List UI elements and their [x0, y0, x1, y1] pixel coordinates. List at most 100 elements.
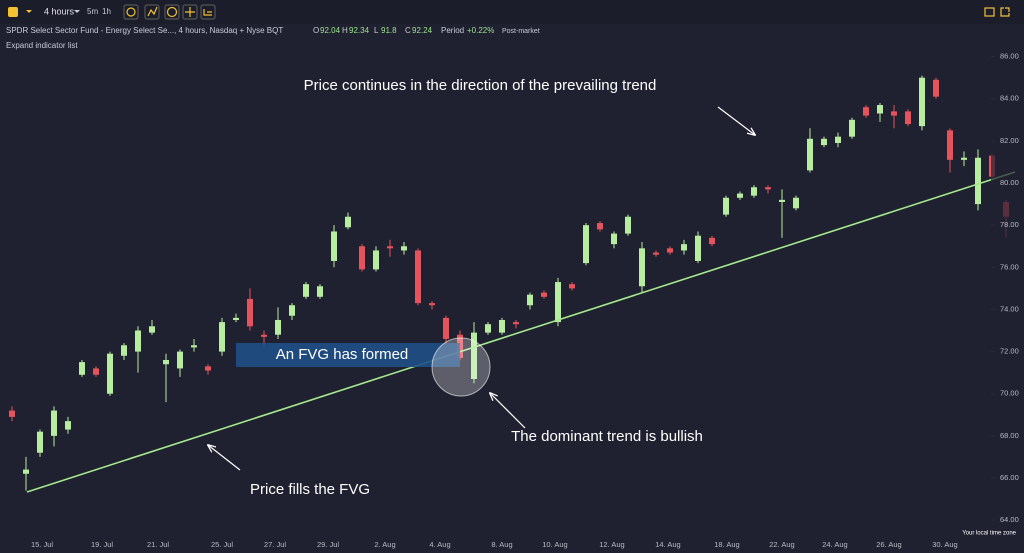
candle-body — [205, 366, 211, 371]
candle-body — [527, 294, 533, 306]
candle-body — [779, 199, 785, 202]
candle-body — [695, 235, 701, 261]
candle-body — [23, 469, 29, 474]
x-tick-label: 25. Jul — [211, 540, 233, 549]
y-tick-label: 86.00 — [1000, 52, 1019, 61]
x-tick-label: 14. Aug — [655, 540, 680, 549]
x-tick-label: 22. Aug — [769, 540, 794, 549]
settings-button[interactable] — [200, 4, 216, 20]
candle-body — [611, 233, 617, 245]
draw-icon — [147, 6, 158, 17]
candle-body — [401, 246, 407, 251]
candle-body — [947, 130, 953, 160]
y-tick-label: 84.00 — [1000, 94, 1019, 103]
candle-body — [149, 326, 155, 333]
candle-body — [443, 317, 449, 339]
candle-body — [541, 292, 547, 297]
camera-button[interactable] — [984, 7, 995, 17]
candle-body — [723, 197, 729, 215]
x-tick-label: 8. Aug — [491, 540, 512, 549]
x-tick-label: 4. Aug — [429, 540, 450, 549]
highlight-circle — [431, 337, 491, 397]
candle-body — [709, 237, 715, 245]
arrow — [717, 106, 755, 135]
draw-button[interactable] — [144, 4, 160, 20]
candle-body — [233, 317, 239, 320]
candle-body — [121, 345, 127, 356]
compare-button[interactable] — [182, 4, 198, 20]
quick-interval[interactable]: 1h — [102, 7, 111, 16]
ohlc-value: 91.8 — [381, 26, 397, 35]
candle-body — [65, 421, 71, 430]
period-value: +0.22% — [467, 26, 494, 35]
x-tick-label: 2. Aug — [374, 540, 395, 549]
x-tick-label: 26. Aug — [876, 540, 901, 549]
interval-button[interactable]: 4 hours — [44, 6, 75, 16]
compare-icon — [185, 7, 195, 17]
candle-body — [37, 431, 43, 453]
candle-body — [359, 246, 365, 270]
x-tick-label: 15. Jul — [31, 540, 53, 549]
quick-interval[interactable]: 5m — [87, 7, 98, 16]
dropdown-icon[interactable] — [26, 10, 32, 13]
arrow — [490, 393, 526, 429]
candle-body — [793, 197, 799, 209]
candle-body — [751, 187, 757, 196]
candle-body — [387, 246, 393, 249]
session-label: Post-market — [502, 28, 540, 35]
settings-icon — [203, 9, 212, 16]
indicator-icon — [126, 7, 136, 17]
ohlc-key: O — [313, 26, 319, 35]
expand-indicators[interactable]: Expand indicator list — [6, 41, 78, 50]
x-tick-label: 10. Aug — [542, 540, 567, 549]
candle-body — [821, 138, 827, 146]
candle-body — [849, 119, 855, 137]
candle-body — [905, 111, 911, 125]
candle-body — [569, 284, 575, 289]
y-tick-label: 74.00 — [1000, 304, 1019, 313]
candle-body — [331, 231, 337, 261]
y-tick-label: 68.00 — [1000, 431, 1019, 440]
ohlc-key: L — [374, 26, 379, 35]
arrow — [208, 445, 241, 471]
candle-body — [51, 410, 57, 436]
x-tick-label: 18. Aug — [714, 540, 739, 549]
annotation: An FVG has formed — [276, 346, 409, 363]
candle-body — [513, 322, 519, 325]
candle-body — [835, 136, 841, 143]
candle-body — [863, 107, 869, 116]
dropdown-icon[interactable] — [74, 10, 80, 13]
chart-type-button[interactable] — [8, 7, 18, 17]
candle-body — [891, 111, 897, 116]
candle-body — [485, 324, 491, 333]
timezone-label: Your local time zone — [962, 531, 1016, 537]
annotation: The dominant trend is bullish — [511, 428, 703, 445]
ohlc-value: 92.24 — [412, 26, 433, 35]
y-tick-label: 78.00 — [1000, 220, 1019, 229]
trend-line — [26, 171, 1016, 493]
indicator-button[interactable] — [123, 4, 139, 20]
fullscreen-button[interactable] — [1000, 7, 1010, 17]
toolbar — [0, 0, 1024, 24]
candle-body — [653, 252, 659, 255]
candle-body — [163, 360, 169, 365]
time-button[interactable] — [164, 4, 180, 20]
candle-body — [429, 303, 435, 306]
y-tick-label: 72.00 — [1000, 347, 1019, 356]
candle-body — [499, 319, 505, 333]
ohlc-value: 92.04 — [320, 26, 341, 35]
x-tick-label: 12. Aug — [599, 540, 624, 549]
candle-body — [667, 248, 673, 253]
candle-body — [555, 282, 561, 323]
y-tick-label: 64.00 — [1000, 515, 1019, 524]
candle-body — [639, 248, 645, 287]
candle-body — [107, 353, 113, 394]
candle-body — [135, 330, 141, 352]
candle-body — [471, 332, 477, 379]
instrument-name: SPDR Select Sector Fund - Energy Select … — [6, 26, 283, 35]
candle-body — [373, 250, 379, 270]
y-tick-label: 80.00 — [1000, 178, 1019, 187]
candle-body — [9, 410, 15, 417]
